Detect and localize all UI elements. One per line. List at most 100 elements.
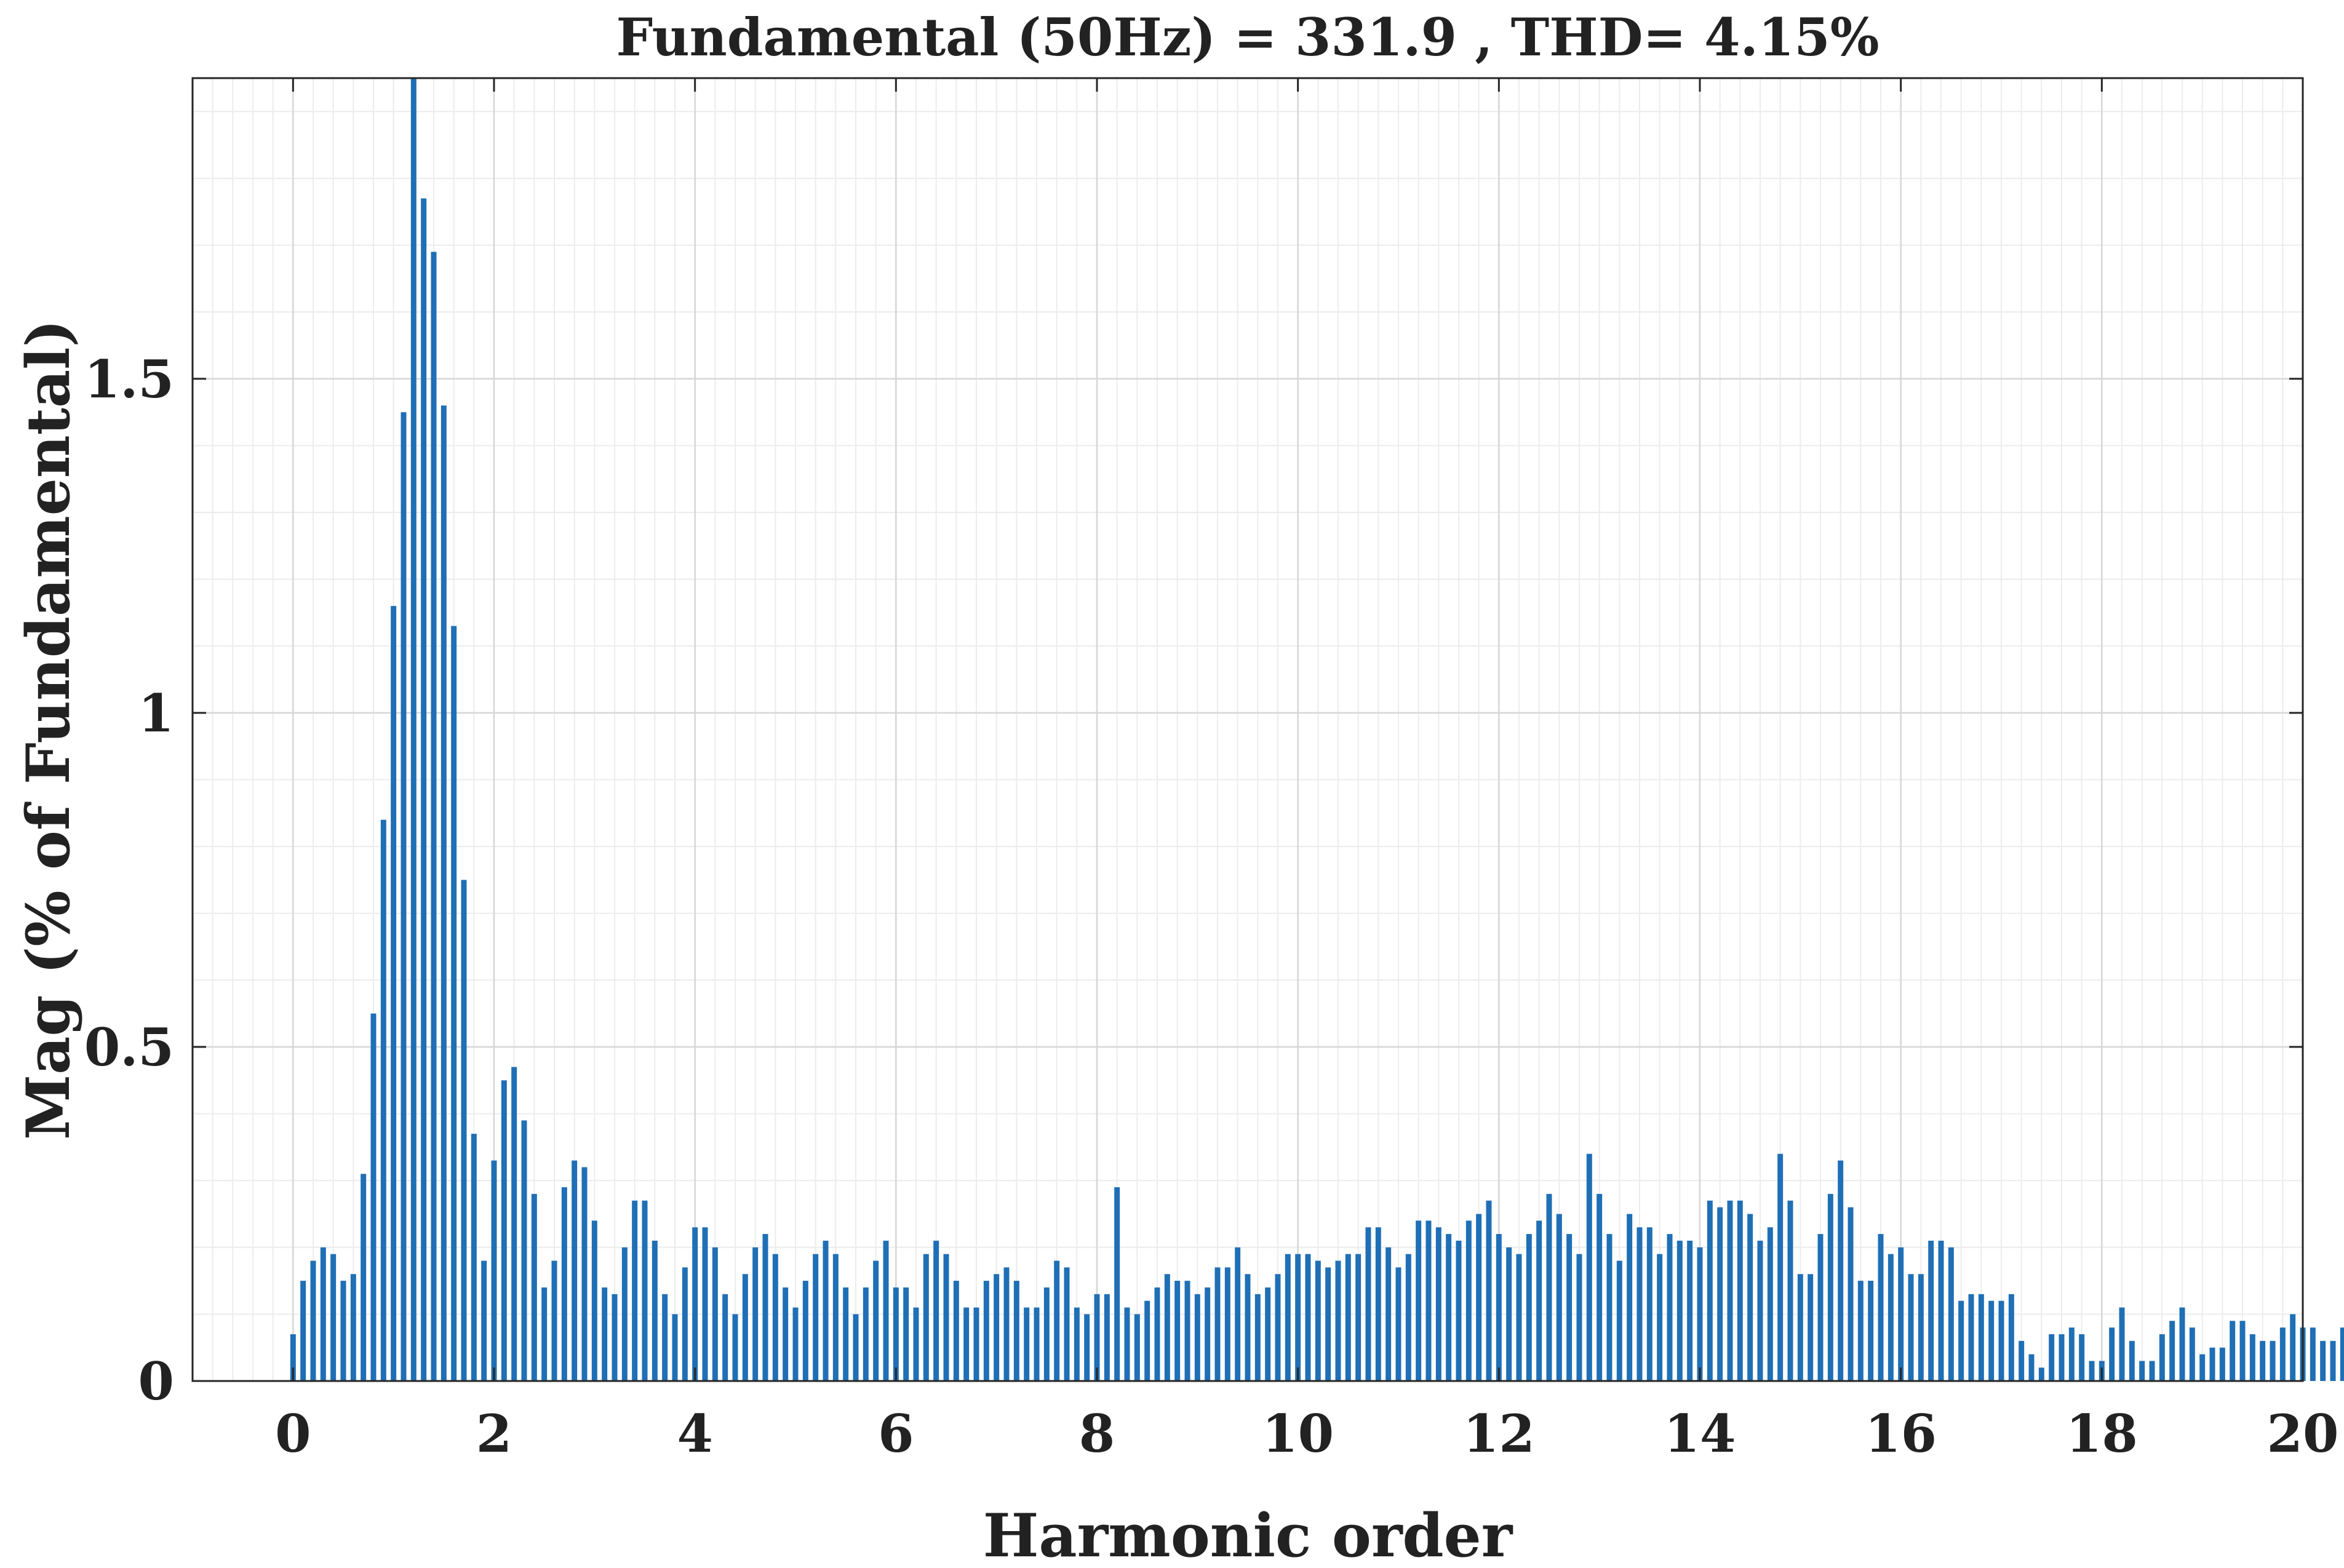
- bar: [903, 1287, 909, 1381]
- bar: [1526, 1234, 1532, 1381]
- bar: [1074, 1307, 1080, 1381]
- bar: [1174, 1281, 1181, 1381]
- x-tick-label: 6: [878, 1403, 914, 1464]
- x-tick-label: 20: [2267, 1403, 2339, 1464]
- bar: [1737, 1200, 1743, 1381]
- y-tick-label: 1.5: [84, 349, 174, 410]
- bar: [410, 78, 417, 1381]
- bar: [1667, 1234, 1673, 1381]
- bar: [1184, 1281, 1190, 1381]
- bar: [1084, 1314, 1090, 1381]
- x-tick-label: 12: [1463, 1403, 1535, 1464]
- bar: [2249, 1334, 2255, 1381]
- bar: [1636, 1227, 1643, 1381]
- bar: [652, 1240, 658, 1381]
- bar: [1104, 1294, 1110, 1381]
- bar: [1646, 1227, 1652, 1381]
- bar: [1375, 1227, 1381, 1381]
- bar: [290, 1334, 296, 1381]
- bar: [1787, 1200, 1793, 1381]
- bar: [380, 819, 386, 1381]
- bar: [401, 412, 407, 1381]
- bar: [994, 1274, 1000, 1381]
- bar: [1586, 1153, 1592, 1381]
- bar: [2109, 1327, 2115, 1381]
- bar: [521, 1120, 527, 1381]
- bar: [612, 1294, 618, 1381]
- bar: [1536, 1220, 1542, 1381]
- bar: [1476, 1214, 1482, 1381]
- bar: [2068, 1327, 2075, 1381]
- bar: [1797, 1274, 1803, 1381]
- x-tick-label: 16: [1865, 1403, 1937, 1464]
- bar: [742, 1274, 748, 1381]
- bar: [2139, 1361, 2145, 1381]
- bar: [632, 1200, 638, 1381]
- bar: [572, 1160, 578, 1381]
- bar: [1325, 1267, 1331, 1381]
- bar: [2019, 1340, 2025, 1381]
- bar: [2290, 1314, 2296, 1381]
- y-tick-label: 0: [138, 1351, 174, 1412]
- bar: [1606, 1234, 1612, 1381]
- bar: [873, 1260, 879, 1381]
- bar: [1597, 1193, 1603, 1381]
- bar: [541, 1287, 548, 1381]
- bar: [581, 1167, 588, 1381]
- bar: [1747, 1214, 1753, 1381]
- bar: [1767, 1227, 1773, 1381]
- bar: [1838, 1160, 1844, 1381]
- bar: [511, 1067, 517, 1381]
- bar: [1345, 1254, 1351, 1381]
- bar: [883, 1240, 889, 1381]
- bar: [1727, 1200, 1733, 1381]
- bar: [1034, 1307, 1040, 1381]
- bar: [762, 1234, 768, 1381]
- bar: [361, 1174, 367, 1381]
- bar: [692, 1227, 698, 1381]
- bar: [642, 1200, 648, 1381]
- bar: [330, 1254, 337, 1381]
- bar: [1365, 1227, 1371, 1381]
- bar: [2239, 1321, 2246, 1381]
- bar: [2079, 1334, 2085, 1381]
- x-tick-label: 14: [1664, 1403, 1736, 1464]
- bar: [551, 1260, 557, 1381]
- bar: [783, 1287, 789, 1381]
- bar: [823, 1240, 829, 1381]
- bar: [1285, 1254, 1291, 1381]
- bar: [1556, 1214, 1562, 1381]
- y-axis-title: Mag (% of Fundamental): [14, 319, 83, 1140]
- bar: [1576, 1254, 1582, 1381]
- bar: [391, 606, 397, 1381]
- bar: [1697, 1247, 1703, 1381]
- bar: [1627, 1214, 1633, 1381]
- bar: [1395, 1267, 1401, 1381]
- bar: [1988, 1300, 1995, 1381]
- bar-series: [290, 78, 2344, 1382]
- bar: [2038, 1367, 2044, 1381]
- bar: [1506, 1247, 1512, 1381]
- bar: [953, 1281, 959, 1381]
- bar: [1205, 1287, 1211, 1381]
- bar: [1355, 1254, 1361, 1381]
- bar: [712, 1247, 718, 1381]
- bar: [1456, 1240, 1462, 1381]
- bar: [2129, 1340, 2135, 1381]
- bar: [963, 1307, 970, 1381]
- bar: [853, 1314, 859, 1381]
- bar: [1566, 1234, 1573, 1381]
- y-tick-label: 1: [138, 683, 174, 744]
- bar: [923, 1254, 929, 1381]
- bar: [1717, 1207, 1723, 1381]
- bar: [1827, 1193, 1833, 1381]
- bar: [1054, 1260, 1060, 1381]
- bar: [672, 1314, 678, 1381]
- axis-ticks: [193, 78, 2304, 1382]
- bar: [1516, 1254, 1522, 1381]
- bar: [2209, 1347, 2215, 1381]
- bar: [320, 1247, 326, 1381]
- x-tick-label: 8: [1079, 1403, 1115, 1464]
- bar: [2219, 1347, 2225, 1381]
- bar: [1817, 1234, 1824, 1381]
